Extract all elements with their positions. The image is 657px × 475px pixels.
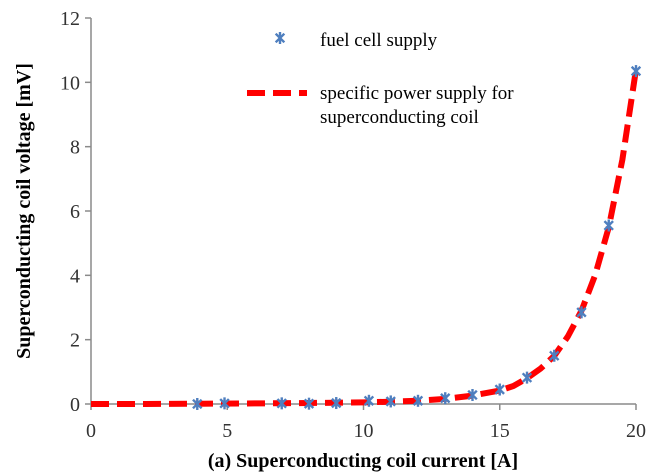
data-point-fuel-cell bbox=[385, 395, 396, 408]
legend-label-specific-power: specific power supply for superconductin… bbox=[320, 83, 518, 128]
y-ticks: 0 2 4 6 8 10 12 bbox=[60, 8, 91, 416]
data-point-fuel-cell bbox=[576, 306, 587, 319]
legend-label-line-2: superconducting coil bbox=[320, 107, 479, 128]
data-point-fuel-cell bbox=[440, 392, 451, 405]
series-line-specific-power bbox=[91, 69, 639, 407]
y-tick-label: 10 bbox=[60, 72, 80, 94]
legend-label-line-1: specific power supply for bbox=[320, 83, 514, 104]
data-point-fuel-cell bbox=[412, 394, 424, 407]
data-point-fuel-cell bbox=[303, 397, 315, 410]
data-point-fuel-cell bbox=[549, 349, 560, 362]
data-point-fuel-cell bbox=[603, 219, 614, 232]
data-point-fuel-cell bbox=[331, 397, 342, 410]
data-point-fuel-cell bbox=[521, 371, 533, 384]
y-tick-label: 6 bbox=[70, 201, 80, 223]
x-ticks: 0 5 10 15 20 bbox=[86, 404, 646, 442]
data-point-fuel-cell bbox=[192, 398, 203, 410]
x-tick-label: 5 bbox=[222, 420, 232, 442]
x-tick-label: 0 bbox=[86, 420, 96, 442]
x-axis-title: (a) Superconducting coil current [A] bbox=[208, 450, 518, 472]
axes bbox=[90, 18, 636, 405]
x-tick-label: 15 bbox=[490, 420, 510, 442]
legend-asterisk-icon bbox=[274, 32, 286, 44]
legend-label-fuel-cell: fuel cell supply bbox=[320, 30, 438, 51]
y-axis-title: Superconducting coil voltage [mV] bbox=[13, 63, 35, 359]
data-point-fuel-cell bbox=[363, 394, 375, 407]
y-tick-label: 12 bbox=[60, 8, 80, 30]
data-point-fuel-cell bbox=[219, 397, 230, 410]
y-tick-label: 4 bbox=[70, 265, 80, 287]
legend-marker-fuel-cell bbox=[274, 32, 286, 44]
y-tick-label: 8 bbox=[70, 137, 80, 159]
data-point-fuel-cell bbox=[467, 388, 478, 401]
x-tick-label: 20 bbox=[626, 420, 646, 442]
y-tick-label: 0 bbox=[70, 394, 80, 416]
data-point-fuel-cell bbox=[494, 383, 505, 396]
x-tick-label: 10 bbox=[354, 420, 374, 442]
data-point-fuel-cell bbox=[276, 397, 287, 410]
series-layer bbox=[91, 65, 642, 410]
data-point-fuel-cell bbox=[630, 65, 642, 78]
y-tick-label: 2 bbox=[70, 330, 80, 352]
legend: fuel cell supply specific power supply f… bbox=[247, 30, 518, 128]
